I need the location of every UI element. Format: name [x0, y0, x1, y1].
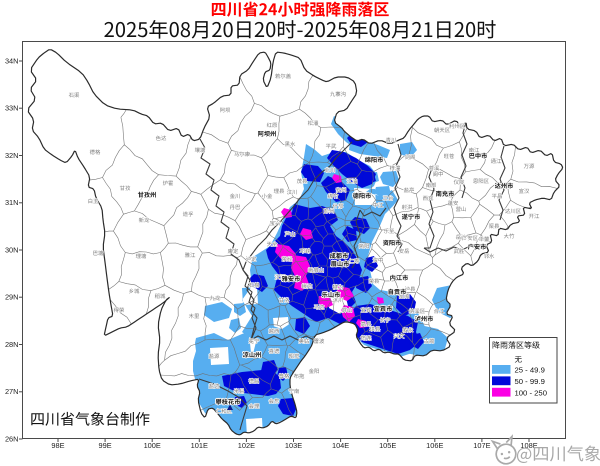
- svg-text:106E: 106E: [426, 441, 443, 450]
- svg-text:103E: 103E: [285, 441, 302, 450]
- svg-text:33N: 33N: [5, 104, 19, 113]
- svg-text:34N: 34N: [5, 56, 19, 65]
- svg-text:25 - 49.9: 25 - 49.9: [515, 366, 545, 375]
- svg-text:102E: 102E: [238, 441, 255, 450]
- svg-text:50 - 99.9: 50 - 99.9: [515, 377, 545, 386]
- svg-text:31N: 31N: [5, 198, 19, 207]
- svg-text:108E: 108E: [520, 441, 537, 450]
- svg-text:99E: 99E: [99, 441, 112, 450]
- svg-text:107E: 107E: [473, 441, 490, 450]
- svg-text:26N: 26N: [5, 434, 19, 443]
- svg-text:105E: 105E: [379, 441, 396, 450]
- svg-text:98E: 98E: [51, 441, 64, 450]
- svg-text:29N: 29N: [5, 293, 19, 302]
- svg-text:100E: 100E: [144, 441, 161, 450]
- svg-text:32N: 32N: [5, 151, 19, 160]
- svg-text:100 - 250: 100 - 250: [515, 389, 547, 398]
- svg-text:27N: 27N: [5, 387, 19, 396]
- svg-text:101E: 101E: [191, 441, 208, 450]
- svg-text:28N: 28N: [5, 340, 19, 349]
- svg-text:104E: 104E: [332, 441, 349, 450]
- svg-text:30N: 30N: [5, 245, 19, 254]
